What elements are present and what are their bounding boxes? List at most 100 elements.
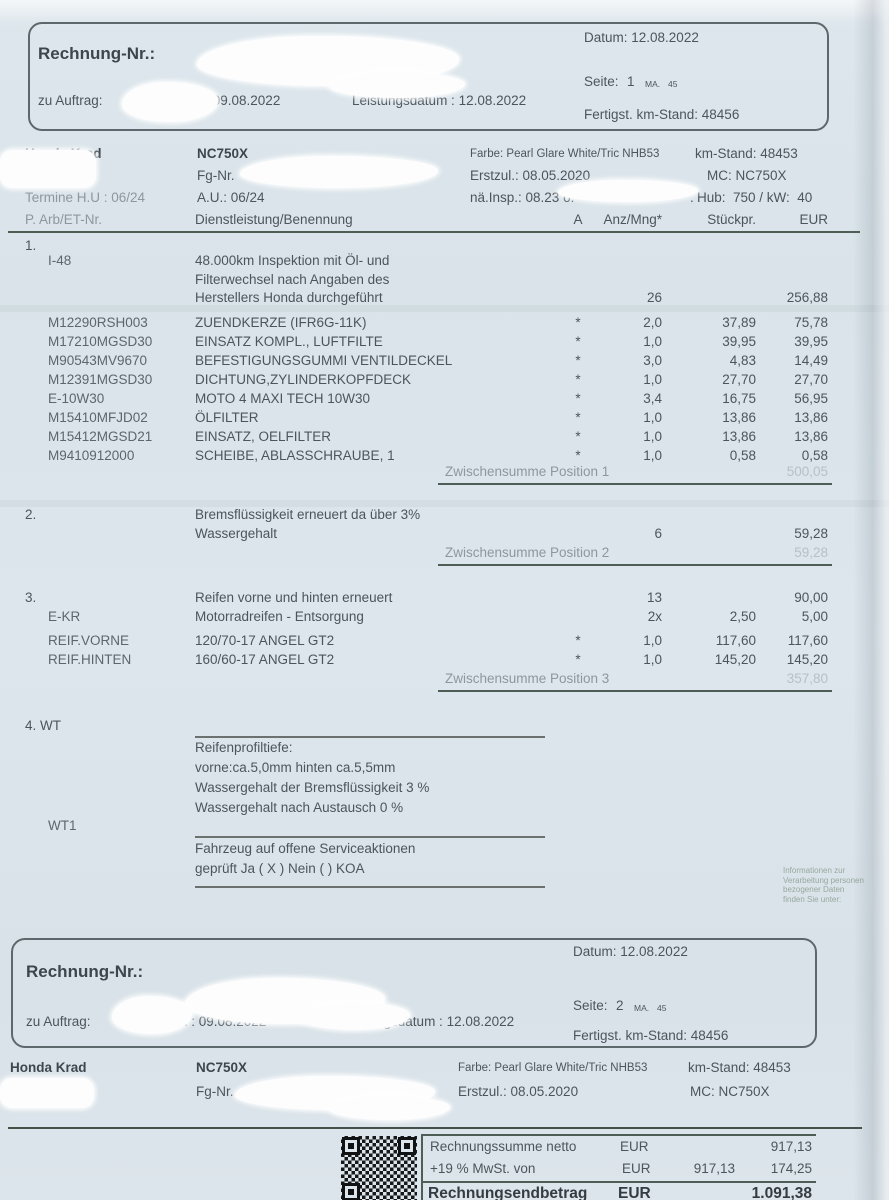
wt1-label: WT1	[48, 818, 77, 833]
item-unit-price: 13,86	[722, 429, 756, 444]
item-desc: Motorradreifen - Entsorgung	[195, 609, 364, 624]
invoice-number-label: Rechnung-Nr.:	[38, 44, 156, 63]
privacy-note-line: bezogener Daten	[783, 885, 845, 894]
table-row: M17210MGSD30 EINSATZ KOMPL., LUFTFILTE *…	[0, 334, 889, 353]
redaction-blob	[330, 72, 465, 98]
wt-text: Reifenprofiltiefe:	[195, 740, 293, 755]
item-desc: MOTO 4 MAXI TECH 10W30	[195, 391, 371, 406]
subtotal-label: Zwischensumme Position 2	[445, 545, 610, 560]
redaction-blob	[330, 1096, 450, 1120]
privacy-note-line: Informationen zur	[783, 866, 846, 875]
vehicle-first-registration: Erstzul.: 08.05.2020	[470, 168, 591, 183]
item-part: M12391MGSD30	[48, 372, 153, 387]
item-part: REIF.HINTEN	[48, 652, 132, 667]
item-desc: ÖLFILTER	[195, 410, 259, 425]
item-qty: 1,0	[643, 652, 662, 667]
vehicle-au-date: A.U.: 06/24	[197, 190, 265, 205]
item-desc: DICHTUNG,ZYLINDERKOPFDECK	[195, 372, 412, 387]
page-number: 2	[616, 998, 624, 1013]
item-total: 145,20	[786, 652, 828, 667]
item-total: 90,00	[794, 590, 828, 605]
item-total: 0,58	[801, 448, 828, 463]
vehicle-next-inspection: nä.Insp.: 08.23 o.	[470, 190, 575, 205]
net-value: 917,13	[770, 1139, 812, 1154]
item-desc: BEFESTIGUNGSGUMMI VENTILDECKEL	[195, 353, 453, 368]
finished-km: Fertigst. km-Stand: 48456	[573, 1028, 729, 1043]
vehicle-color: Farbe: Pearl Glare White/Tric NHB53	[458, 1062, 648, 1074]
item-desc: EINSATZ KOMPL., LUFTFILTE	[195, 334, 383, 349]
redaction-blob	[122, 82, 218, 122]
final-currency: EUR	[618, 1185, 651, 1200]
vehicle-first-registration: Erstzul.: 08.05.2020	[458, 1084, 579, 1099]
item-desc: Bremsflüssigkeit erneuert da über 3%	[195, 507, 421, 522]
table-row: M9410912000 SCHEIBE, ABLASSCHRAUBE, 1 * …	[0, 448, 889, 467]
col-unit-header: Stückpr.	[707, 212, 756, 227]
item-a: *	[575, 633, 581, 648]
item-unit-price: 117,60	[715, 633, 756, 648]
item-desc: Reifen vorne und hinten erneuert	[195, 590, 393, 605]
item-a: *	[575, 652, 581, 667]
page-label: Seite:	[584, 74, 619, 89]
table-header-row: P. Arb/ET-Nr. Dienstleistung/Benennung A…	[0, 212, 889, 231]
item-qty: 1,0	[643, 429, 662, 444]
item-unit-price: 0,58	[729, 448, 756, 463]
page-ma-number: 45	[657, 1003, 667, 1013]
service-check-text: geprüft Ja ( X ) Nein ( ) KOA	[195, 861, 365, 876]
item-unit-price: 16,75	[722, 391, 756, 406]
service-check-text: Fahrzeug auf offene Serviceaktionen	[195, 841, 416, 856]
item-qty: 1,0	[643, 633, 662, 648]
vehicle-mc: MC: NC750X	[690, 1084, 770, 1099]
item-total: 59,28	[794, 526, 828, 541]
subtotal-value: 59,28	[794, 545, 828, 560]
item-desc: SCHEIBE, ABLASSCHRAUBE, 1	[195, 448, 395, 463]
position-3-number: 3.	[25, 590, 37, 605]
vat-value: 174,25	[770, 1161, 812, 1176]
item-qty: 13	[646, 590, 662, 605]
totals-top-rule	[423, 1134, 816, 1136]
table-row: M90543MV9670 BEFESTIGUNGSGUMMI VENTILDEC…	[0, 353, 889, 372]
net-currency: EUR	[620, 1139, 649, 1154]
order-label: zu Auftrag:	[26, 1014, 91, 1029]
col-service-header: Dienstleistung/Benennung	[195, 212, 353, 227]
item-desc: 48.000km Inspektion mit Öl- und	[195, 253, 390, 268]
redaction-blob	[112, 996, 192, 1034]
table-row: REIF.VORNE 120/70-17 ANGEL GT2 * 1,0 117…	[0, 633, 889, 652]
subtotal-row: Zwischensumme Position 2 59,28	[0, 545, 889, 564]
col-part-header: P. Arb/ET-Nr.	[25, 212, 103, 227]
item-qty: 1,0	[643, 372, 662, 387]
vehicle-hub-kw: Hub: 750 / kW: 40	[697, 190, 813, 205]
wt-text: vorne:ca.5,0mm hinten ca.5,5mm	[195, 760, 396, 775]
table-row: E-KR Motorradreifen - Entsorgung 2x 2,50…	[0, 609, 889, 628]
vehicle-km: km-Stand: 48453	[695, 146, 798, 161]
subtotal-label: Zwischensumme Position 3	[445, 671, 610, 686]
item-part: M90543MV9670	[48, 353, 148, 368]
table-row: REIF.HINTEN 160/60-17 ANGEL GT2 * 1,0 14…	[0, 652, 889, 671]
subtotal-row: Zwischensumme Position 3 357,80	[0, 671, 889, 690]
qr-finder-icon	[398, 1137, 416, 1155]
totals-final-row: Rechnungsendbetrag EUR 1.091,38	[0, 1185, 889, 1200]
table-row: E-10W30 MOTO 4 MAXI TECH 10W30 * 3,4 16,…	[0, 391, 889, 410]
item-desc: Wassergehalt	[195, 526, 278, 541]
page-label: Seite:	[573, 998, 608, 1013]
vehicle-model: NC750X	[197, 146, 249, 161]
final-value: 1.091,38	[751, 1185, 812, 1200]
redaction-blob	[558, 180, 698, 202]
table-header-rule	[8, 231, 860, 233]
item-unit-price: 4,83	[729, 353, 756, 368]
item-a: *	[575, 448, 581, 463]
col-qty-header: Anz/Mng*	[603, 212, 662, 227]
item-desc: Herstellers Honda durchgeführt	[195, 290, 383, 305]
item-total: 13,86	[794, 429, 828, 444]
item-qty: 2,0	[643, 315, 662, 330]
item-total: 13,86	[794, 410, 828, 425]
totals-final-rule	[423, 1181, 816, 1183]
item-part: E-10W30	[48, 391, 105, 406]
redaction-blob	[240, 156, 438, 188]
item-unit-price: 145,20	[714, 652, 756, 667]
item-desc: ZUENDKERZE (IFR6G-11K)	[195, 315, 367, 330]
item-a: *	[575, 372, 581, 387]
item-part: M15412MGSD21	[48, 429, 153, 444]
item-desc: 160/60-17 ANGEL GT2	[195, 652, 335, 667]
page-ma-number: 45	[668, 79, 678, 89]
item-part: M15410MFJD02	[48, 410, 148, 425]
